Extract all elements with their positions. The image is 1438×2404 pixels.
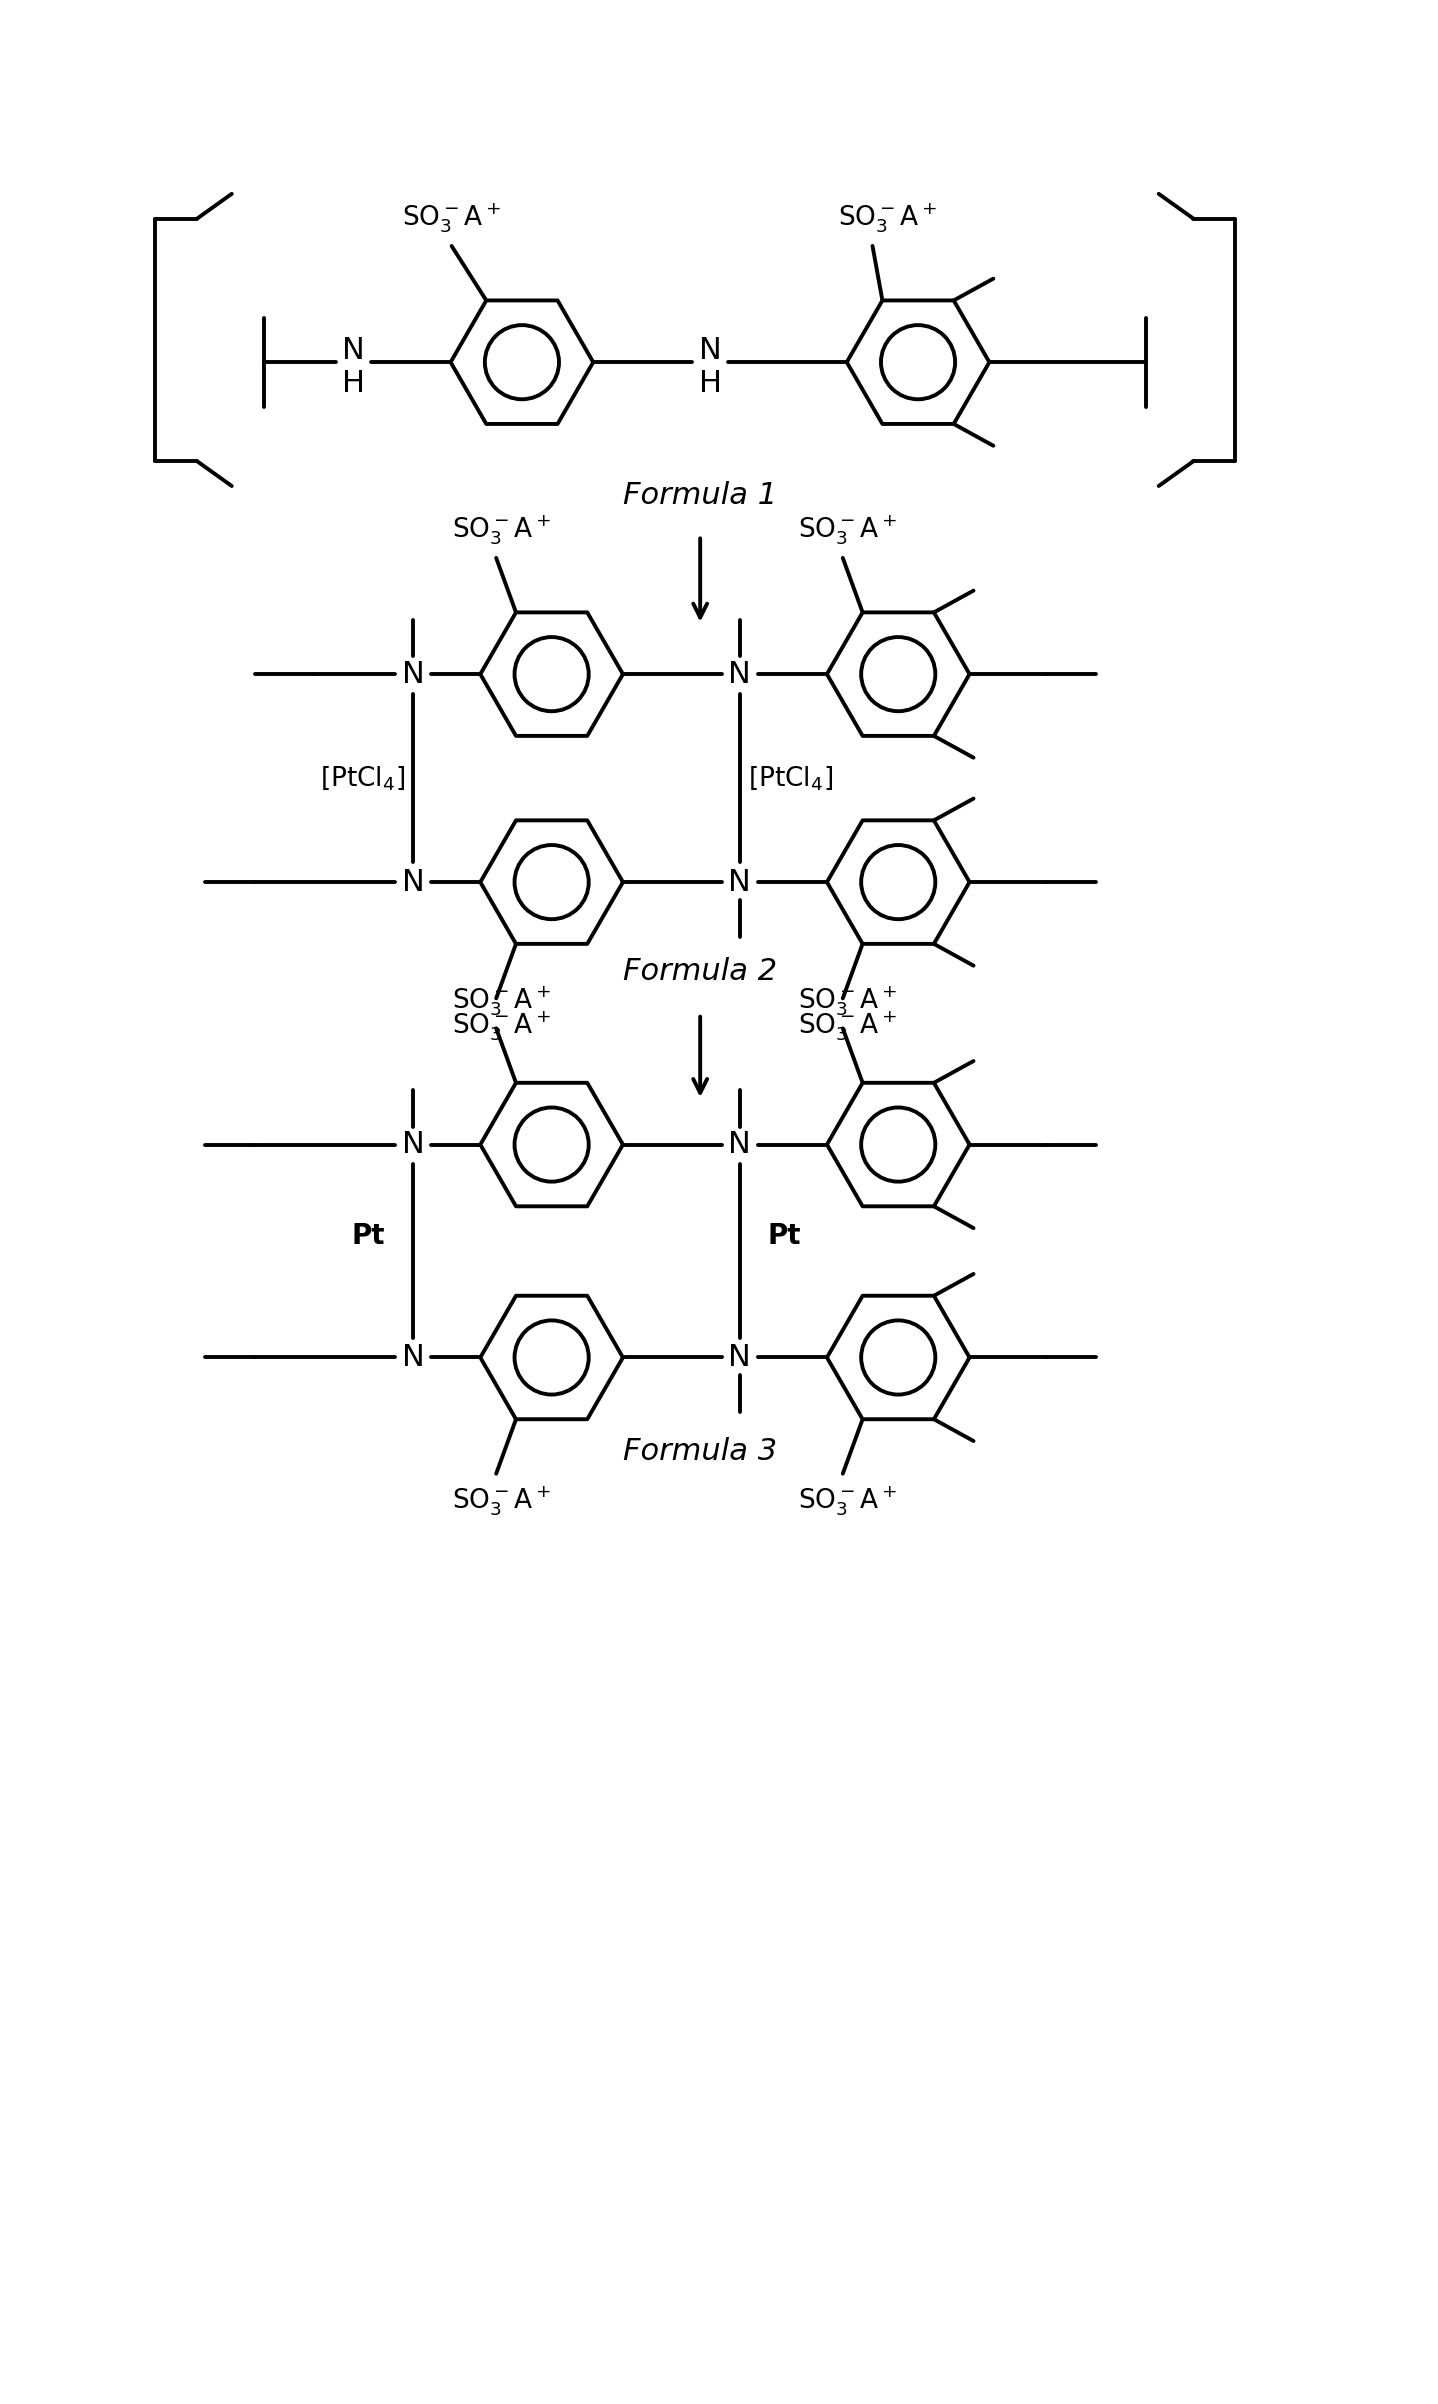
Text: Formula 1: Formula 1	[623, 481, 778, 510]
Text: Pt: Pt	[352, 1221, 385, 1250]
Text: N: N	[401, 1344, 424, 1373]
Text: N: N	[729, 868, 751, 897]
Text: SO$_3^-$A$^+$: SO$_3^-$A$^+$	[403, 202, 500, 236]
Text: [PtCl$_4$]: [PtCl$_4$]	[748, 764, 833, 793]
Text: Formula 3: Formula 3	[623, 1438, 778, 1466]
Text: N: N	[729, 1344, 751, 1373]
Text: SO$_3^-$A$^+$: SO$_3^-$A$^+$	[798, 1486, 897, 1519]
Text: SO$_3^-$A$^+$: SO$_3^-$A$^+$	[452, 983, 551, 1017]
Text: SO$_3^-$A$^+$: SO$_3^-$A$^+$	[452, 1010, 551, 1043]
Text: SO$_3^-$A$^+$: SO$_3^-$A$^+$	[838, 202, 936, 236]
Text: SO$_3^-$A$^+$: SO$_3^-$A$^+$	[798, 983, 897, 1017]
Text: N: N	[401, 659, 424, 688]
Text: SO$_3^-$A$^+$: SO$_3^-$A$^+$	[798, 512, 897, 548]
Text: [PtCl$_4$]: [PtCl$_4$]	[321, 764, 406, 793]
Text: Pt: Pt	[768, 1221, 801, 1250]
Text: N: N	[401, 868, 424, 897]
Text: N: N	[401, 1130, 424, 1159]
Text: N: N	[342, 337, 365, 365]
Text: N: N	[699, 337, 722, 365]
Text: H: H	[342, 370, 365, 399]
Text: H: H	[699, 370, 722, 399]
Text: SO$_3^-$A$^+$: SO$_3^-$A$^+$	[452, 1486, 551, 1519]
Text: SO$_3^-$A$^+$: SO$_3^-$A$^+$	[452, 512, 551, 548]
Text: Formula 2: Formula 2	[623, 957, 778, 986]
Text: N: N	[729, 659, 751, 688]
Text: N: N	[729, 1130, 751, 1159]
Text: SO$_3^-$A$^+$: SO$_3^-$A$^+$	[798, 1010, 897, 1043]
